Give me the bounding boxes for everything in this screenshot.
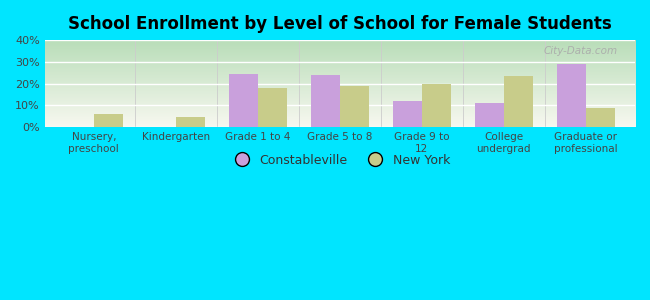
Text: City-Data.com: City-Data.com bbox=[543, 46, 618, 56]
Bar bbox=[393, 101, 422, 127]
Title: School Enrollment by Level of School for Female Students: School Enrollment by Level of School for… bbox=[68, 15, 612, 33]
Bar bbox=[504, 76, 532, 127]
Bar bbox=[475, 103, 504, 127]
Bar bbox=[340, 86, 369, 127]
Bar bbox=[258, 88, 287, 127]
Bar bbox=[422, 84, 450, 127]
Bar bbox=[311, 75, 340, 127]
Legend: Constableville, New York: Constableville, New York bbox=[224, 148, 455, 172]
Bar bbox=[94, 114, 122, 127]
Bar bbox=[176, 118, 205, 127]
Bar bbox=[557, 64, 586, 127]
Bar bbox=[229, 74, 258, 127]
Bar bbox=[586, 108, 614, 127]
